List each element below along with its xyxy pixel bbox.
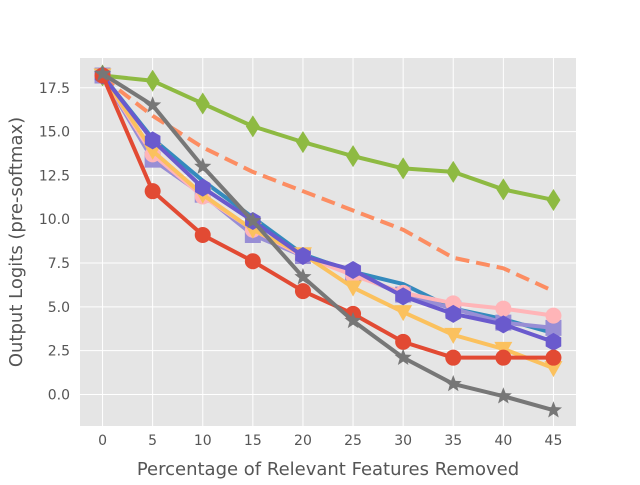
series-9 <box>93 64 563 418</box>
y-tick-label: 12.5 <box>39 168 70 184</box>
data-point <box>295 247 311 266</box>
data-point <box>495 349 512 366</box>
data-point <box>495 300 512 317</box>
data-point <box>396 157 411 180</box>
data-point <box>195 92 210 115</box>
data-point <box>346 145 361 168</box>
data-point <box>194 178 211 197</box>
y-tick-label: 2.5 <box>48 344 70 360</box>
data-point <box>144 183 161 200</box>
data-point <box>345 261 361 280</box>
data-point <box>544 361 563 378</box>
x-tick-label: 25 <box>344 433 362 449</box>
data-point <box>144 96 162 113</box>
series-line <box>100 74 555 344</box>
data-point <box>344 280 363 297</box>
x-tick-label: 5 <box>148 433 157 449</box>
data-point <box>245 115 260 138</box>
data-point <box>495 315 512 334</box>
x-tick-label: 35 <box>444 433 462 449</box>
data-point <box>544 401 563 418</box>
series-group <box>93 64 563 418</box>
series-line <box>100 74 555 371</box>
series-line <box>102 73 554 202</box>
y-tick-label: 15.0 <box>39 125 70 141</box>
series-2 <box>101 75 555 293</box>
y-axis-title: Output Logits (pre-softmax) <box>6 117 27 367</box>
data-point <box>545 307 562 324</box>
data-point <box>194 226 211 243</box>
data-point <box>294 283 311 300</box>
data-point <box>244 253 261 270</box>
x-axis-title: Percentage of Relevant Features Removed <box>137 459 519 480</box>
x-tick-label: 15 <box>244 433 262 449</box>
y-tick-label: 5.0 <box>48 300 70 316</box>
series-7 <box>94 66 562 351</box>
x-tick-label: 20 <box>294 433 312 449</box>
data-point <box>445 349 462 366</box>
data-point <box>494 387 512 404</box>
data-point <box>395 287 411 306</box>
plot-background <box>80 58 576 426</box>
x-tick-label: 45 <box>545 433 563 449</box>
x-tick-label: 0 <box>98 433 107 449</box>
data-point <box>395 333 412 350</box>
y-tick-label: 7.5 <box>48 256 70 272</box>
data-point <box>244 211 262 229</box>
data-point <box>545 349 562 366</box>
x-tick-label: 10 <box>194 433 212 449</box>
data-point <box>93 64 112 82</box>
x-tick-label: 30 <box>394 433 412 449</box>
data-point <box>394 348 412 365</box>
x-tick-label: 40 <box>494 433 512 449</box>
data-point <box>143 143 162 160</box>
tick-labels: 0 5 10 15 20 25 30 35 40 45 0.0 2.5 5.0 7.5 10.0 12.5 15… <box>39 81 563 449</box>
data-point <box>545 332 562 351</box>
y-tick-label: 0.0 <box>48 387 70 403</box>
data-point <box>294 268 312 285</box>
data-point <box>545 319 562 336</box>
data-point <box>295 131 310 154</box>
series-line <box>100 74 554 360</box>
data-point <box>444 374 462 392</box>
data-point <box>344 311 362 329</box>
data-point <box>145 69 160 92</box>
data-point <box>445 304 462 323</box>
series-line <box>101 75 555 293</box>
data-point <box>446 160 461 183</box>
data-point <box>394 305 413 322</box>
data-point <box>194 157 212 174</box>
data-point <box>546 188 561 211</box>
data-point <box>496 178 511 201</box>
series-line <box>101 72 554 413</box>
y-tick-label: 10.0 <box>39 212 70 228</box>
y-tick-label: 17.5 <box>39 81 70 97</box>
data-point <box>144 131 161 150</box>
data-point <box>444 327 463 344</box>
